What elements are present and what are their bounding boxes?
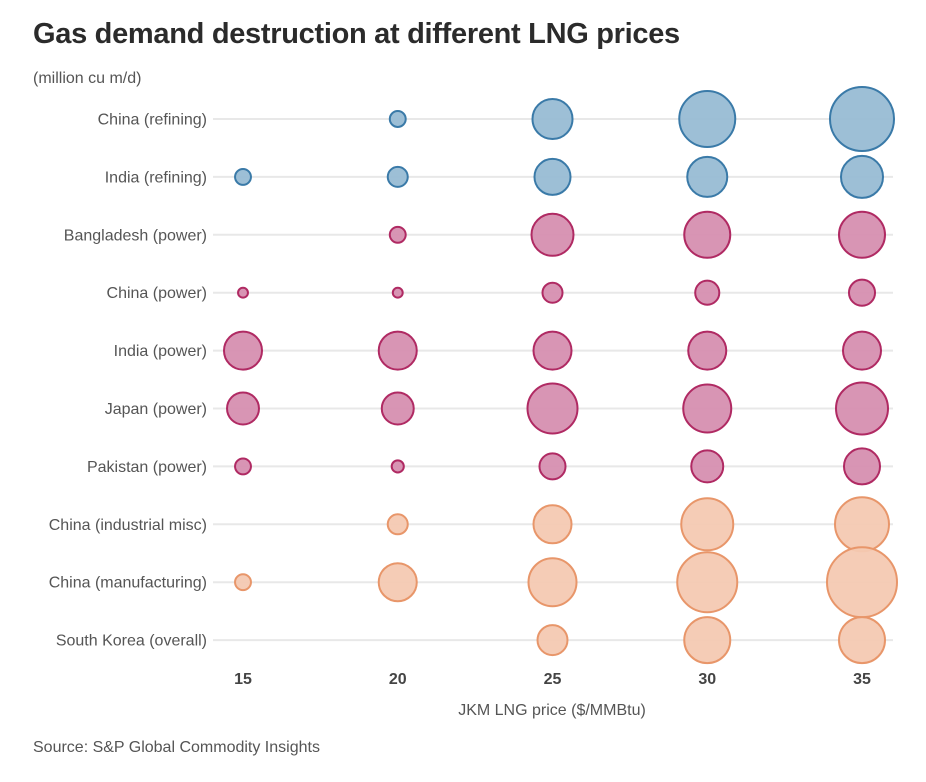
bubble [841,330,883,371]
bubble [834,496,890,553]
bubble [533,157,572,196]
y-axis-label: South Korea (overall) [56,633,207,650]
bubble [234,167,252,186]
bubble [386,165,409,188]
bubble [391,286,404,299]
source-note: Source: S&P Global Commodity Insights [33,739,320,756]
bubble [530,212,575,257]
bubble [828,85,896,153]
bubble [680,497,735,552]
bubble [226,391,260,426]
bubble [683,210,732,259]
x-tick-label: 20 [389,671,407,688]
bubble [682,383,733,434]
y-axis-label: Bangladesh (power) [64,227,207,244]
chart-title: Gas demand destruction at different LNG … [33,18,680,50]
bubble [676,551,739,614]
x-tick-label: 30 [698,671,716,688]
bubble [686,155,729,198]
bubble [826,546,898,619]
x-tick-label: 25 [544,671,562,688]
bubble [536,624,569,657]
x-tick-label: 15 [234,671,252,688]
bubble [377,562,418,603]
chart-subtitle: (million cu m/d) [33,70,142,87]
bubble [390,459,405,474]
bubble [532,504,573,545]
bubble [838,210,886,259]
bubble [835,381,889,436]
bubble [538,452,567,481]
bubble [526,382,579,435]
bubble [838,616,886,665]
y-axis-label: Pakistan (power) [87,459,207,476]
bubble [377,330,418,371]
bubble [527,557,578,608]
bubble [690,449,725,484]
bubble [847,278,877,307]
bubble [234,457,252,476]
y-axis-label: India (power) [114,343,207,360]
bubble [222,330,264,371]
bubble [388,225,407,244]
bubble [541,281,564,304]
y-axis-label: India (refining) [105,169,207,186]
bubble [687,330,728,371]
bubble [388,110,407,128]
y-axis-label: China (industrial misc) [49,517,207,534]
x-tick-label: 35 [853,671,871,688]
bubble [678,90,737,148]
y-axis-label: China (refining) [98,112,207,129]
bubble [386,513,409,536]
bubble [380,391,415,426]
bubble [234,573,252,592]
bubble [694,279,721,306]
bubble [531,97,574,141]
bubble [532,330,573,371]
y-axis-label: China (manufacturing) [49,575,207,592]
bubble [842,447,882,486]
y-axis-label: Japan (power) [105,401,207,418]
bubble [840,154,884,199]
bubble [237,286,249,299]
y-axis-label: China (power) [107,285,207,302]
bubble [683,616,732,665]
x-axis-title: JKM LNG price ($/MMBtu) [458,702,646,719]
